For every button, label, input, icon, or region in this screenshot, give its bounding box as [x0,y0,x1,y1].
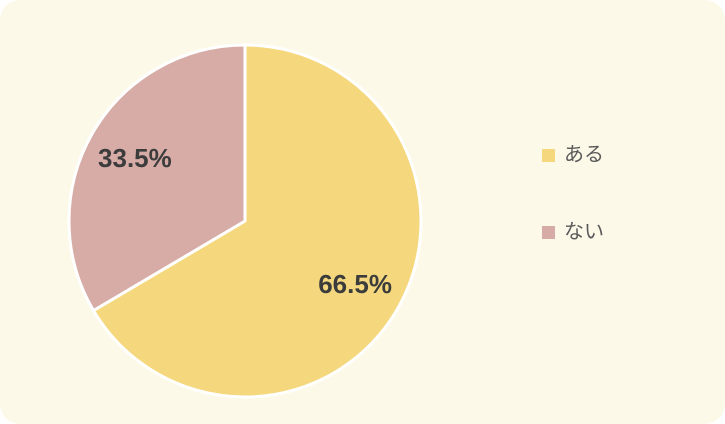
legend-label-nai: ない [564,221,604,243]
slice-label-nai: 33.5% [98,143,172,173]
pie-slice-nai [67,43,247,313]
legend-swatch-aru-icon [542,148,555,162]
legend-swatch-nai-icon [542,225,555,239]
pie-slice-aru [92,43,423,399]
legend-item-aru: ある [542,143,604,167]
slice-label-aru: 66.5% [318,269,392,299]
legend-label-aru: ある [564,144,604,166]
chart-legend: ある ない [542,143,604,244]
legend-item-nai: ない [542,220,604,244]
